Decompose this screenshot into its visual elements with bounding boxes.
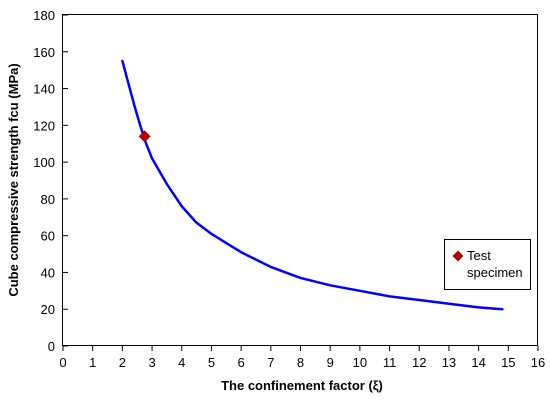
series-layer xyxy=(121,59,504,311)
y-tick-label: 40 xyxy=(41,265,55,280)
plot-area xyxy=(62,14,538,346)
x-axis-title: The confinement factor (ξ) xyxy=(221,378,383,393)
legend-box xyxy=(444,239,531,290)
x-axis-ticks: 0 1 2 3 4 5 6 7 8 9 10 11 12 13 14 15 16 xyxy=(59,346,545,370)
x-tick-label: 16 xyxy=(531,355,545,370)
y-tick-label: 0 xyxy=(48,339,55,354)
legend-label-line1: Test xyxy=(467,248,491,263)
x-tick-label: 8 xyxy=(297,355,304,370)
x-tick-label: 5 xyxy=(208,355,215,370)
test-specimen-point xyxy=(138,130,151,143)
x-tick-label: 4 xyxy=(178,355,185,370)
x-tick-label: 1 xyxy=(89,355,96,370)
legend-marker xyxy=(452,250,464,262)
legend: Test specimen xyxy=(444,239,531,290)
y-tick-label: 60 xyxy=(41,229,55,244)
x-tick-label: 14 xyxy=(471,355,485,370)
y-tick-label: 120 xyxy=(33,118,55,133)
x-tick-label: 15 xyxy=(501,355,515,370)
x-tick-label: 9 xyxy=(327,355,334,370)
x-tick-label: 6 xyxy=(238,355,245,370)
x-tick-label: 11 xyxy=(383,355,397,370)
y-tick-label: 160 xyxy=(33,45,55,60)
y-tick-label: 180 xyxy=(33,8,55,23)
x-tick-label: 7 xyxy=(267,355,274,370)
legend-label-line2: specimen xyxy=(467,265,523,280)
x-tick-label: 10 xyxy=(353,355,367,370)
y-tick-label: 80 xyxy=(41,192,55,207)
y-tick-label: 20 xyxy=(41,302,55,317)
x-tick-label: 2 xyxy=(119,355,126,370)
y-axis-ticks: 0 20 40 60 80 100 120 140 160 180 xyxy=(33,8,68,354)
x-tick-label: 12 xyxy=(412,355,426,370)
y-tick-label: 100 xyxy=(33,155,55,170)
x-tick-label: 3 xyxy=(148,355,155,370)
y-tick-label: 140 xyxy=(33,82,55,97)
x-tick-label: 0 xyxy=(59,355,66,370)
x-tick-label: 13 xyxy=(442,355,456,370)
y-axis-title: Cube compressive strength fcu (MPa) xyxy=(6,63,21,296)
